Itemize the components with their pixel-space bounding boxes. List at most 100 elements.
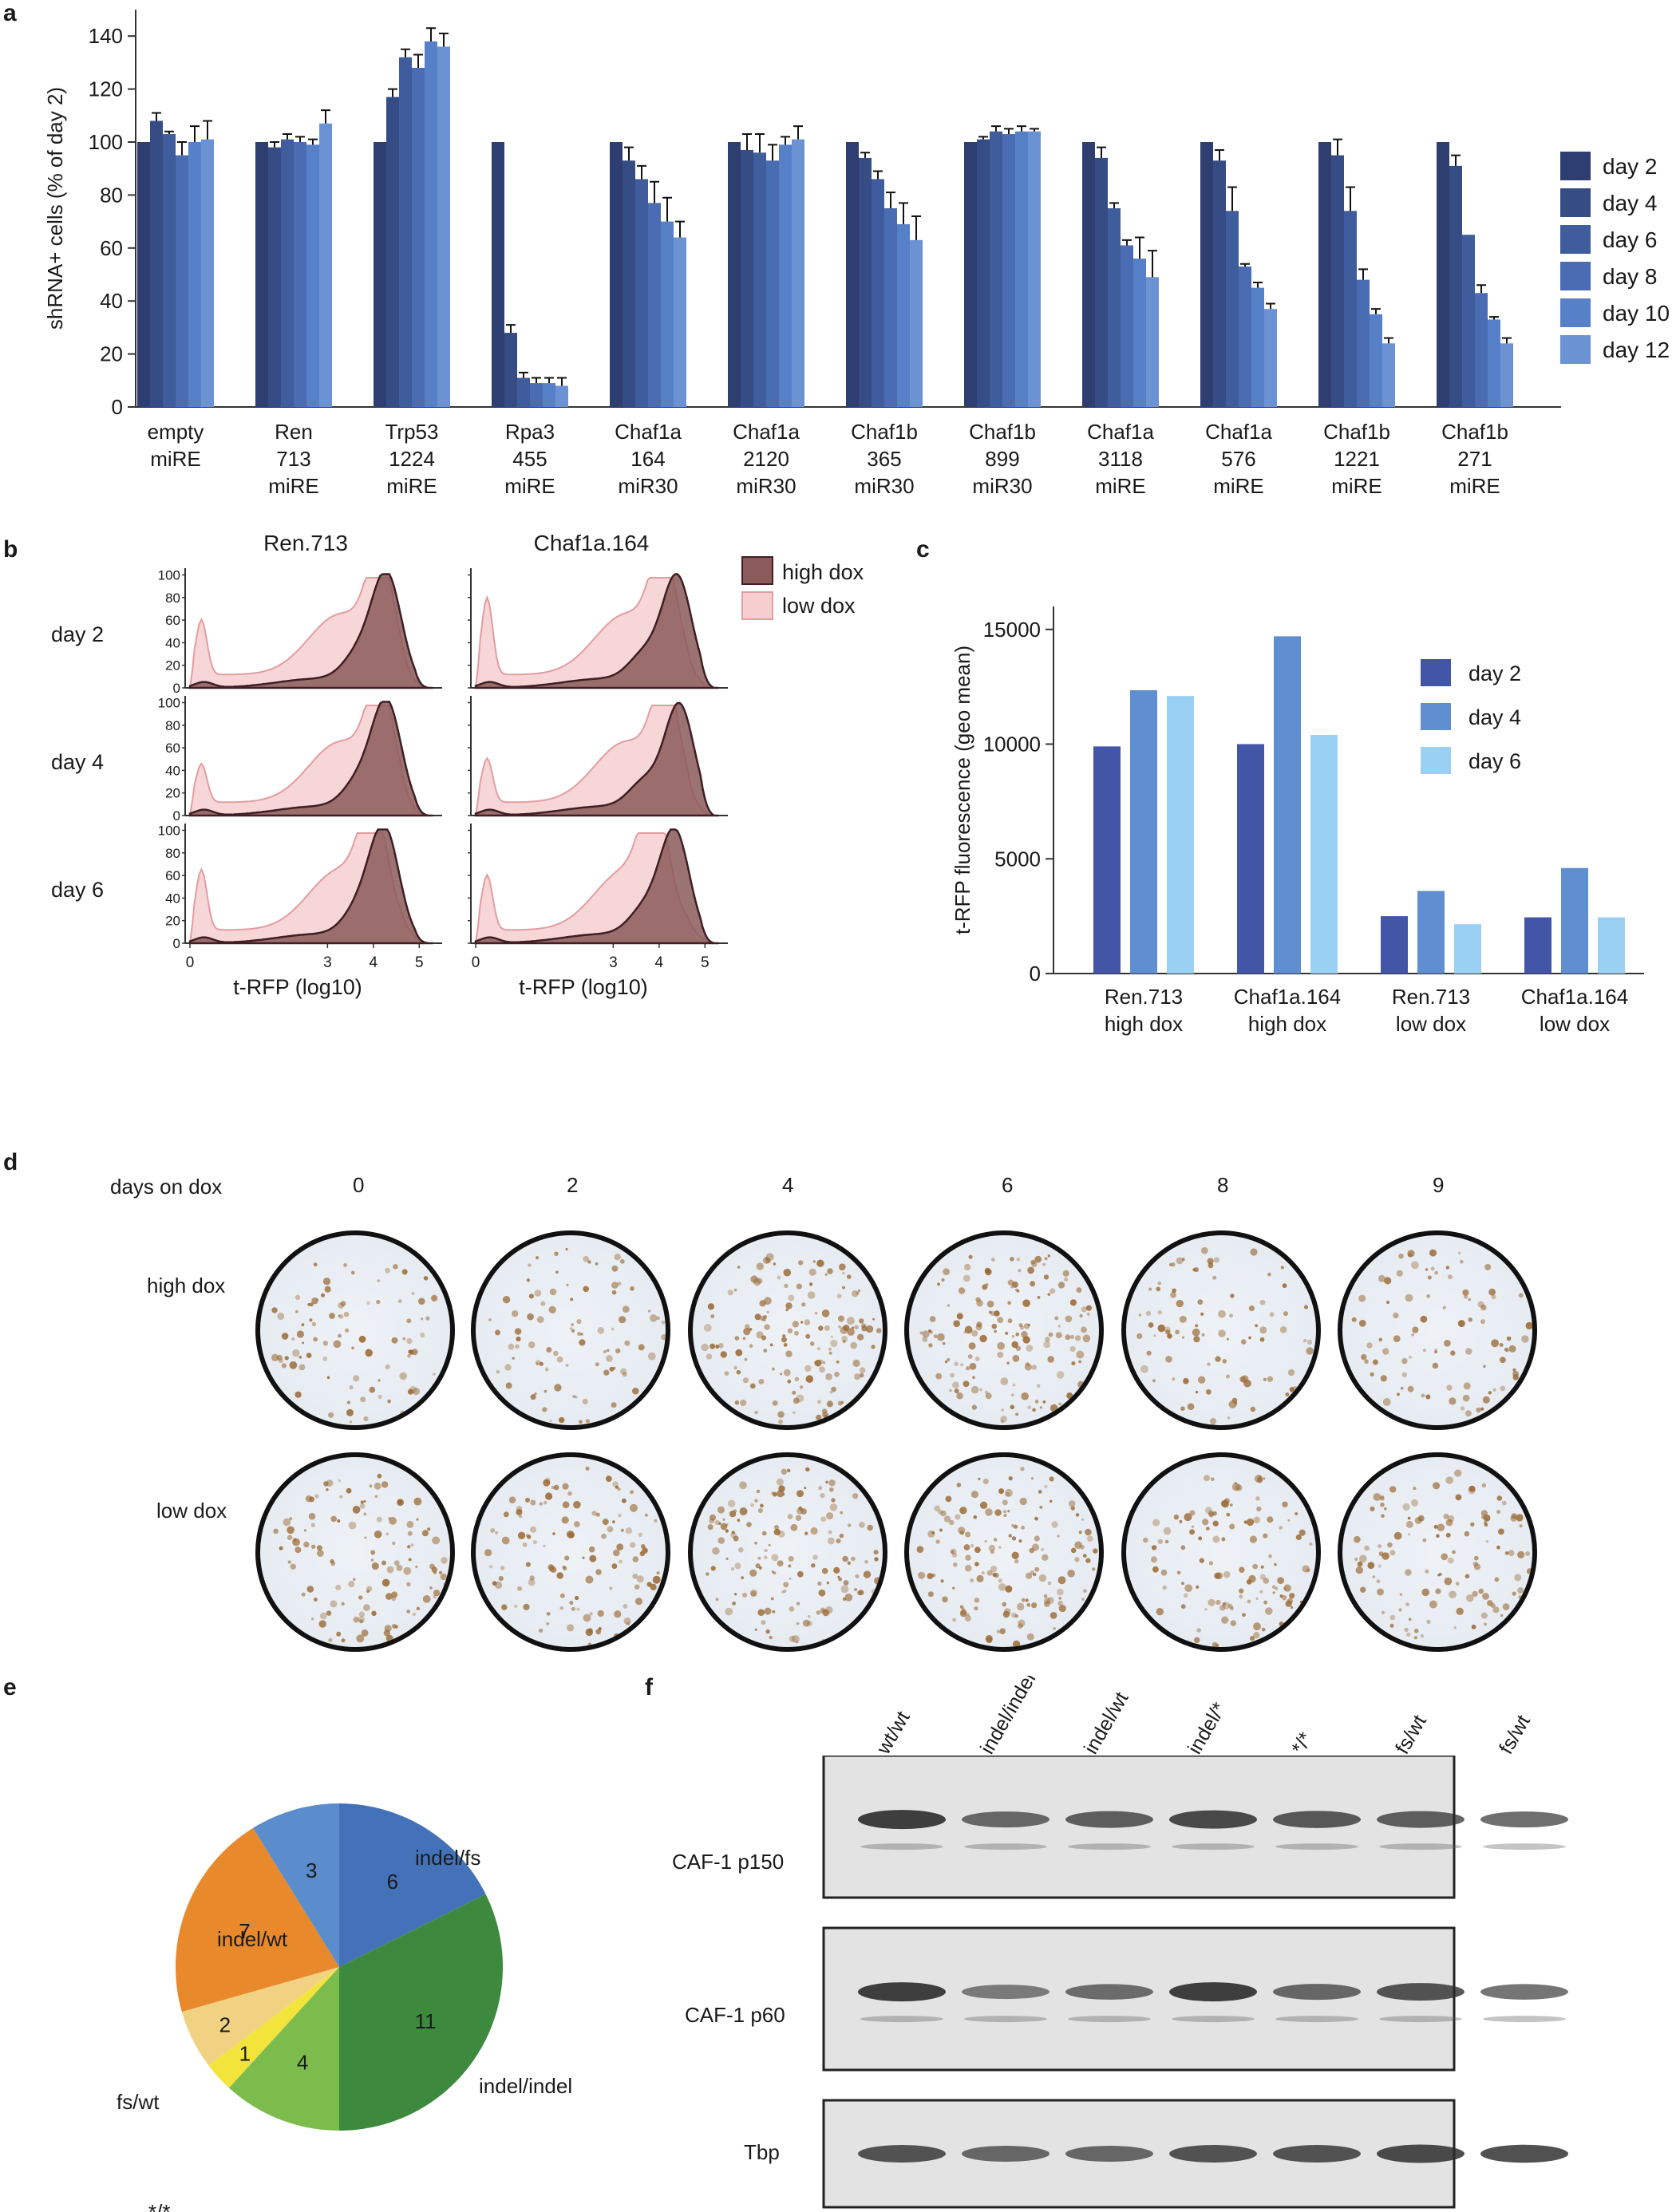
blot-band-faint — [860, 2016, 943, 2023]
blot-band-faint — [1068, 1843, 1151, 1851]
c-legend-swatch — [1421, 659, 1451, 686]
c-category-label: Ren.713 — [1392, 985, 1470, 1009]
a-category-label: miRE — [504, 474, 555, 498]
e-slice-value: 4 — [297, 2051, 308, 2075]
c-ytick-label: 15000 — [983, 618, 1041, 642]
b-column-title: Ren.713 — [263, 531, 348, 555]
blot-band-faint — [860, 1843, 943, 1851]
blot-band — [1377, 1811, 1465, 1828]
e-pie-slice — [339, 1803, 486, 1967]
a-ytick-label: 60 — [100, 236, 123, 260]
blot-band — [1480, 2144, 1568, 2163]
a-error-bar — [1030, 128, 1039, 132]
a-error-bar — [1215, 148, 1224, 161]
blot-band — [1377, 2144, 1465, 2163]
a-legend-swatch — [1560, 298, 1591, 327]
a-legend-swatch — [1560, 225, 1591, 254]
a-bar — [281, 139, 294, 407]
b-x-axis-title: t-RFP (log10) — [519, 975, 648, 999]
blot-band-faint — [1275, 2016, 1358, 2023]
colony-dish — [471, 1452, 670, 1652]
a-bar — [399, 57, 412, 407]
a-ytick-label: 140 — [89, 24, 123, 48]
a-bar — [1226, 211, 1239, 407]
a-bar — [306, 144, 319, 407]
panel-e-pie-chart: 6indel/fs11indel/indel4fs/*1indel/*2*/*7… — [117, 1803, 572, 2212]
day-col-6: 6 — [1002, 1173, 1014, 1197]
blot-band — [1480, 1811, 1568, 1828]
blot-lane-label: fs/wt — [1391, 1711, 1431, 1758]
a-ytick-label: 20 — [100, 342, 123, 366]
a-category-label: miRE — [268, 474, 319, 498]
a-bar — [530, 383, 543, 407]
blot-lane-label: fs/wt — [1495, 1711, 1535, 1758]
c-ytick-label: 5000 — [994, 847, 1041, 871]
a-error-bar — [152, 112, 161, 121]
blot-band-faint — [964, 1843, 1047, 1851]
a-error-bar — [1122, 239, 1132, 246]
a-error-bar — [1004, 128, 1014, 135]
panel-label-b: b — [3, 536, 18, 563]
a-bar — [386, 97, 399, 407]
a-bar — [1002, 134, 1015, 408]
e-slice-label: indel/wt — [217, 1927, 288, 1951]
blot-band — [962, 1985, 1049, 2000]
blot-band — [858, 1982, 946, 2002]
b-ytick-label: 80 — [165, 718, 180, 733]
a-category-label: 2120 — [743, 447, 789, 471]
panel-a-bar-chart: 0 20 40 60 80 100 120 140 shRNA+ cells (% of day… — [43, 10, 1670, 498]
colony-dish — [904, 1452, 1104, 1652]
a-bar — [753, 152, 766, 407]
a-category-label: 271 — [1457, 447, 1492, 471]
a-ytick-label: 0 — [112, 395, 123, 419]
b-high-dox-curve — [188, 701, 433, 817]
a-category-label: miRE — [1331, 474, 1382, 498]
a-category-label: 713 — [276, 447, 310, 471]
c-legend-swatch — [1421, 747, 1451, 774]
a-category-label: 899 — [985, 447, 1019, 471]
a-bar — [964, 142, 977, 407]
b-ytick-label: 80 — [165, 846, 180, 861]
day-col-0: 0 — [353, 1173, 365, 1197]
c-legend-label: day 6 — [1468, 749, 1521, 773]
a-error-bar — [532, 377, 541, 384]
panel-label-f: f — [645, 1674, 653, 1700]
b-high-dox-curve — [474, 701, 719, 817]
a-bar — [741, 149, 753, 407]
a-error-bar — [899, 202, 908, 224]
a-bar — [1449, 165, 1462, 407]
blot-lane-label: indel/wt — [1080, 1689, 1133, 1758]
a-bar — [1146, 277, 1159, 407]
b-ytick-label: 0 — [173, 681, 180, 696]
a-error-bar — [270, 141, 279, 148]
blot-band — [1273, 1811, 1361, 1828]
a-bar — [1082, 142, 1095, 407]
a-category-label: miRE — [150, 447, 201, 471]
a-error-bar — [1109, 202, 1119, 208]
a-error-bar — [295, 136, 305, 142]
b-xtick-label: 3 — [609, 954, 618, 971]
day-col-2: 2 — [567, 1173, 579, 1197]
a-ytick-label: 40 — [100, 289, 123, 313]
blot-band-faint — [1379, 1843, 1462, 1851]
colony-dots — [271, 1262, 438, 1424]
a-category-label: 3118 — [1098, 447, 1143, 471]
a-legend-swatch — [1560, 188, 1591, 217]
colony-dish — [1338, 1452, 1537, 1652]
a-bar — [1108, 208, 1121, 407]
a-bar — [872, 179, 884, 408]
colony-dots — [919, 1254, 1092, 1424]
e-pie-slice — [175, 1827, 339, 2013]
b-row-label: day 6 — [51, 878, 104, 902]
e-pie-slice — [339, 1894, 504, 2131]
a-category-label: miR30 — [618, 474, 678, 498]
a-bar — [268, 147, 281, 407]
blot-band — [1273, 2145, 1361, 2163]
row-label-high-dox: high dox — [147, 1274, 226, 1298]
a-bar — [859, 157, 872, 408]
b-ytick-label: 60 — [165, 613, 180, 628]
a-bar — [661, 221, 674, 407]
blot-lane-label: */* — [1287, 1728, 1318, 1758]
a-bar — [610, 142, 623, 407]
